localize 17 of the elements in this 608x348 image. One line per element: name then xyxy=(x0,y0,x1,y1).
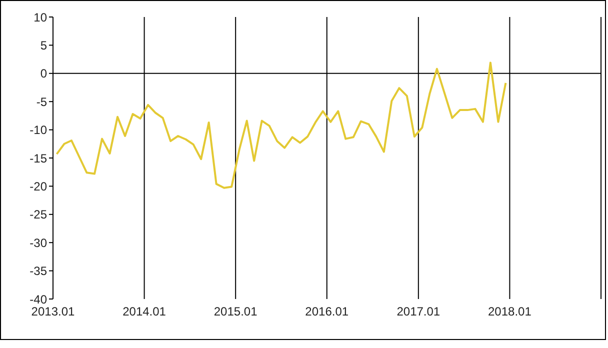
x-tick-label: 2018.01 xyxy=(488,304,532,319)
y-tick-label: -30 xyxy=(30,236,48,250)
y-tick-label: 5 xyxy=(40,38,48,52)
y-tick-label: 0 xyxy=(40,66,48,81)
x-tick-label: 2015.01 xyxy=(214,304,258,319)
y-tick-label: 10 xyxy=(34,10,48,24)
y-tick-label: -10 xyxy=(30,123,48,138)
y-tick-label: -20 xyxy=(30,179,48,194)
x-tick-label: 2016.01 xyxy=(305,304,349,319)
y-tick-label: -5 xyxy=(36,94,48,109)
y-tick-label: -25 xyxy=(30,208,48,222)
x-tick-label: 2013.01 xyxy=(31,304,76,319)
x-tick-label: 2017.01 xyxy=(396,304,440,319)
y-tick-label: -40 xyxy=(30,292,48,306)
y-tick-label: -15 xyxy=(30,151,48,166)
x-tick-label: 2014.01 xyxy=(122,304,166,319)
y-tick-label: -35 xyxy=(30,264,48,278)
